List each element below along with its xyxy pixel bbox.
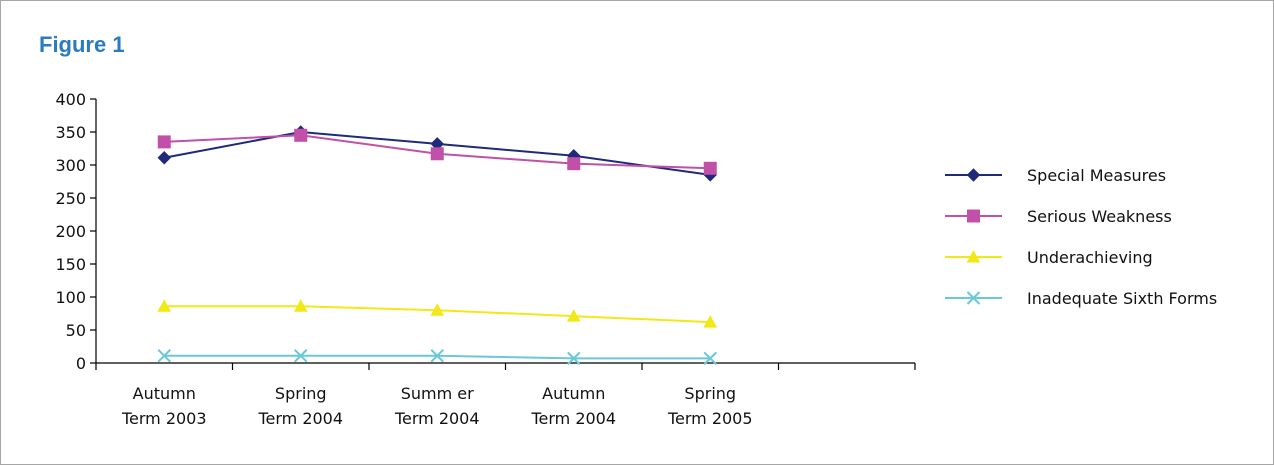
legend-marker [966,168,981,182]
x-tick-label-line: Term 2004 [394,409,480,428]
data-point [567,351,581,366]
legend-marker [967,209,980,223]
y-tick-label: 200 [55,222,86,241]
x-tick-label-line: Term 2003 [121,409,207,428]
data-point [430,147,444,161]
y-tick-label: 300 [55,156,86,175]
data-point [566,309,581,322]
data-point [567,157,581,171]
legend-entry: Inadequate Sixth Forms [945,289,1217,308]
legend-label: Serious Weakness [1027,207,1172,226]
data-point [703,315,718,328]
y-tick-label: 350 [55,123,86,142]
data-point [703,161,717,175]
y-tick-label: 0 [76,354,86,373]
x-tick-label-line: Spring [684,384,736,403]
legend-label: Underachieving [1027,248,1153,267]
y-tick-label: 100 [55,288,86,307]
legend-label: Special Measures [1027,166,1166,185]
series-2 [157,299,718,328]
x-tick-label: Autumn Term 2004 [530,384,616,428]
x-tick-label-line: Term 2005 [667,409,753,428]
data-point [294,128,308,142]
data-point [157,299,172,312]
data-point [293,299,308,312]
legend-label: Inadequate Sixth Forms [1027,289,1217,308]
figure-title: Figure 1 [39,32,125,57]
legend-marker [966,249,981,263]
y-tick-label: 50 [66,321,86,340]
chart-axes: 0 50 100 150 200 250 300 350 400 Autumn Term 2003 S… [55,90,916,428]
legend-marker [966,291,981,305]
data-point [703,351,717,366]
legend-entry: Underachieving [945,248,1153,267]
y-tick-label: 150 [55,255,86,274]
x-tick-label: Summ er Term 2004 [394,384,480,428]
data-point [430,349,444,363]
x-tick-label-line: Term 2004 [530,409,616,428]
x-tick-label: Spring Term 2005 [667,384,753,428]
series-1 [157,128,717,175]
x-tick-label: Spring Term 2004 [257,384,343,428]
y-tick-label: 250 [55,189,86,208]
x-tick-label-line: Summ er [401,384,474,403]
data-point [157,349,171,363]
x-tick-label-line: Autumn [542,384,605,403]
chart-series [157,125,718,366]
data-point [294,349,308,363]
x-tick-label: Autumn Term 2003 [121,384,207,428]
x-tick-label-line: Term 2004 [257,409,343,428]
legend-entry: Special Measures [945,166,1166,185]
data-point [157,151,171,165]
series-3 [157,349,717,366]
chart-legend: Special Measures Serious Weakness Underach… [945,166,1217,308]
x-tick-label-line: Autumn [133,384,196,403]
data-point [157,135,171,149]
legend-entry: Serious Weakness [945,207,1172,226]
data-point [430,303,445,316]
x-tick-label-line: Spring [275,384,327,403]
y-tick-label: 400 [55,90,86,109]
